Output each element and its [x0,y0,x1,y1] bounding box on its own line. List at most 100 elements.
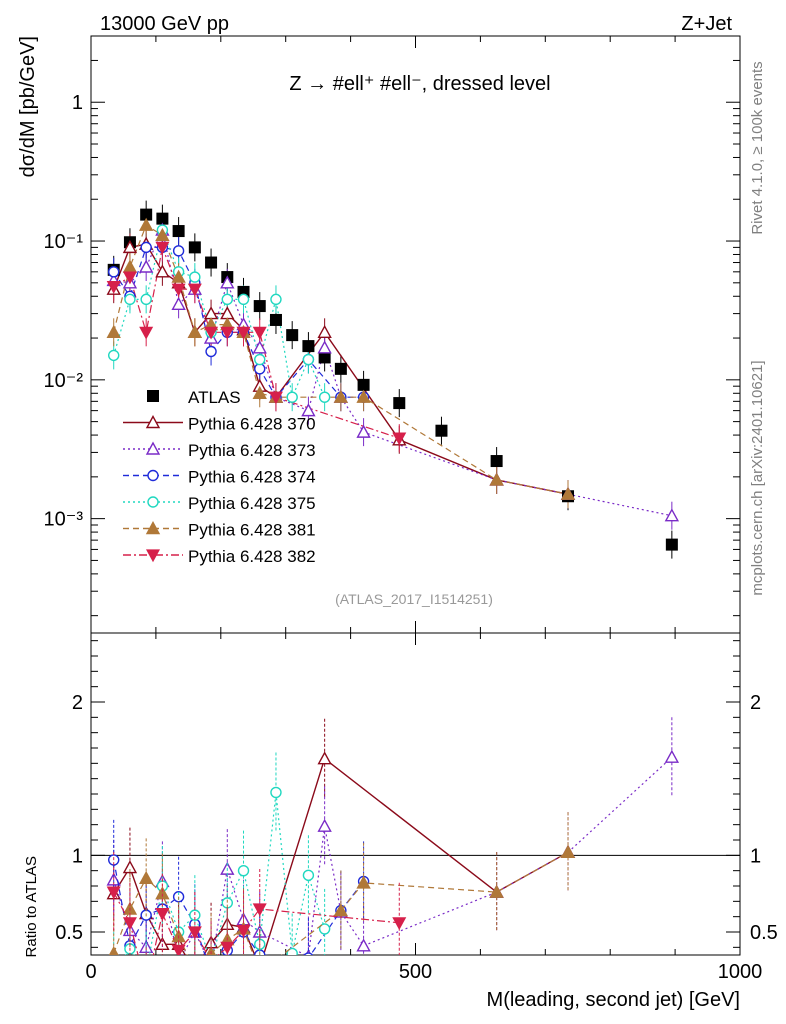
data-point-pythia-6-428-382 [236,326,251,340]
data-point-atlas [188,241,201,254]
ratio-point-pythia-6-428-382 [236,924,251,938]
x-axis-title: M(leading, second jet) [GeV] [487,989,740,1011]
x-tick-label: 1000 [718,961,763,983]
series-line-pythia-6-428-381 [113,224,569,495]
data-point-atlas [334,362,347,375]
ratio-point-pythia-6-428-375 [286,947,298,955]
data-point-pythia-6-428-381 [155,227,170,241]
main-panel-frame [90,35,741,634]
y-tick-label: 10⁻³ [44,509,84,531]
data-point-pythia-6-428-374 [140,241,152,254]
data-point-pythia-6-428-373 [138,259,154,273]
ratio-point-pythia-6-428-382 [392,917,407,931]
data-point-pythia-6-428-375 [254,353,266,366]
data-point-atlas [318,351,331,364]
data-point-pythia-6-428-382 [220,326,235,340]
ratio-point-pythia-6-428-382 [171,944,186,955]
legend-label-atlas: ATLAS [188,388,241,407]
data-point-pythia-6-428-375 [270,293,282,306]
ratio-tick-label: 2 [72,692,83,714]
process-label: Z+Jet [681,13,732,35]
data-point-pythia-6-428-374 [108,266,120,278]
data-point-pythia-6-428-374 [254,363,266,375]
data-point-pythia-6-428-382 [106,280,121,294]
ratio-point-pythia-6-428-382 [106,886,121,900]
data-point-pythia-6-428-381 [252,385,267,399]
data-point-atlas [156,212,169,225]
ratio-point-pythia-6-428-382 [220,941,235,955]
data-point-pythia-6-428-375 [108,349,120,362]
ratio-point-pythia-6-428-381 [356,875,371,889]
x-tick-label: 500 [399,961,432,983]
data-point-pythia-6-428-381 [171,269,186,283]
data-point-atlas [302,340,315,353]
ratio-point-pythia-6-428-375 [109,967,119,977]
ratio-point-pythia-6-428-375 [318,923,331,935]
ratio-point-pythia-6-428-373 [356,938,371,952]
data-point-pythia-6-428-381 [187,324,203,339]
data-point-pythia-6-428-382 [139,326,154,340]
ratio-point-pythia-6-428-370 [122,860,138,874]
data-point-pythia-6-428-381 [333,389,349,403]
data-point-pythia-6-428-374 [205,345,217,358]
ratio-point-pythia-6-428-382 [140,982,152,993]
data-point-pythia-6-428-373 [252,340,267,354]
series-line-pythia-6-428-375 [113,227,326,400]
data-point-pythia-6-428-375 [124,293,136,306]
mcplots-label: mcplots.cern.ch [arXiv:2401.10621] [749,360,766,595]
ratio-point-pythia-6-428-381 [108,946,119,955]
ratio-panel-frame [90,632,741,956]
energy-label: 13000 GeV pp [100,13,229,35]
data-point-atlas [269,313,282,326]
ratio-point-pythia-6-428-373 [173,957,185,968]
data-point-atlas [357,378,370,391]
legend-label-pythia-6-428-375: Pythia 6.428 375 [188,494,316,513]
data-point-atlas [490,455,503,468]
ratio-point-pythia-6-428-373 [664,749,680,763]
series-line-pythia-6-428-373 [113,228,673,517]
data-point-pythia-6-428-373 [317,340,332,354]
ratio-point-pythia-6-428-370 [189,964,201,975]
data-point-pythia-6-428-373 [301,403,316,417]
ratio-point-pythia-6-428-381 [560,844,576,858]
ratio-axis-ticks: 0 500 1000 0.5 0.5 1 1 2 2 [55,633,778,983]
data-point-pythia-6-428-381 [138,217,154,231]
data-point-pythia-6-428-382 [392,432,407,446]
data-point-pythia-6-428-375 [140,293,152,306]
ratio-series [106,717,680,993]
ratio-point-pythia-6-428-375 [237,864,250,877]
data-point-pythia-6-428-381 [122,259,138,273]
data-point-atlas [286,329,299,342]
data-point-pythia-6-428-373 [356,424,371,438]
data-point-atlas [393,397,406,410]
legend-marker-pythia-6-428-375 [147,496,159,508]
legend-label-pythia-6-428-381: Pythia 6.428 381 [188,521,316,540]
data-point-pythia-6-428-381 [489,472,504,486]
legend-marker-pythia-6-428-374 [147,469,159,482]
data-point-atlas [665,538,678,551]
data-point-pythia-6-428-381 [356,389,371,403]
data-point-pythia-6-428-375 [302,353,315,366]
ratio-tick-label: 1 [72,845,83,867]
data-point-pythia-6-428-382 [122,271,137,285]
legend-label-pythia-6-428-374: Pythia 6.428 374 [188,468,316,487]
legend-marker-pythia-6-428-382 [145,549,161,563]
data-point-pythia-6-428-375 [189,271,201,283]
ratio-point-pythia-6-428-375 [206,956,216,966]
ratio-point-pythia-6-428-374 [206,968,216,978]
analysis-tag: (ATLAS_2017_I1514251) [335,591,493,607]
legend: ATLAS Pythia 6.428 370 Pythia 6.428 373 Pyt… [123,388,316,566]
legend-label-pythia-6-428-382: Pythia 6.428 382 [188,547,316,566]
data-point-pythia-6-428-382 [187,283,202,297]
data-point-pythia-6-428-370 [122,239,138,254]
ratio-point-pythia-6-428-375 [270,786,282,799]
ratio-point-pythia-6-428-382 [155,907,170,921]
data-point-pythia-6-428-375 [286,391,298,403]
data-point-pythia-6-428-375 [221,293,233,306]
ratio-point-pythia-6-428-381 [333,903,349,917]
plot-title: Z → #ell⁺ #ell⁻, dressed level [289,73,550,95]
legend-marker-pythia-6-428-370 [145,415,161,429]
ratio-point-pythia-6-428-373 [317,818,332,832]
ratio-tick-label: 0.5 [55,922,83,944]
ratio-point-pythia-6-428-381 [254,966,266,977]
